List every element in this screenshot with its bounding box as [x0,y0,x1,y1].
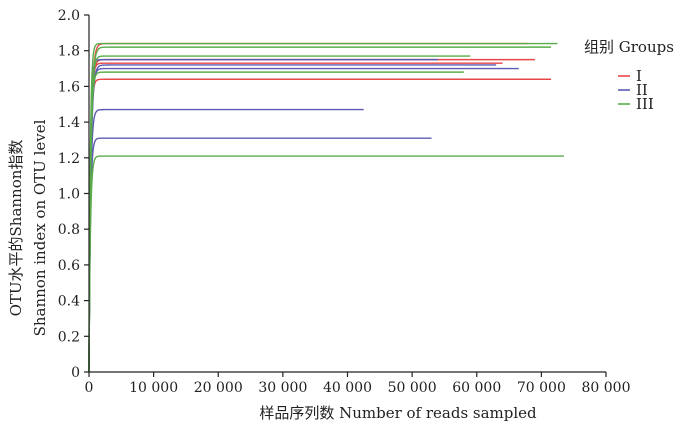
series-line-group-III [88,155,564,373]
y-tick-label: 0.8 [58,222,80,238]
y-axis-title-line2: Shannon index on OTU level [31,119,49,336]
y-tick-label: 0.6 [58,258,80,274]
series-layer [88,42,564,373]
series-line-group-II [88,64,497,372]
y-tick-label: 1.6 [58,79,80,95]
y-tick-label: 2.0 [58,8,80,24]
x-tick-label: 50 000 [388,380,437,396]
x-axis-title: 样品序列数 Number of reads sampled [259,404,537,422]
series-line-group-III [88,42,558,373]
y-tick-label: 1.8 [58,44,80,60]
series-line-group-III [88,46,552,373]
series-line-group-I [88,42,529,372]
y-tick-label: 1.0 [58,187,80,203]
x-tick-label: 70 000 [517,380,566,396]
y-tick-label: 0.2 [58,329,80,345]
x-tick-label: 30 000 [258,380,307,396]
series-line-group-I [88,58,535,372]
x-tick-label: 40 000 [323,380,372,396]
x-tick-label: 20 000 [194,380,243,396]
series-line-group-I [88,78,552,373]
y-tick-label: 1.2 [58,151,80,167]
series-line-group-I [88,62,503,372]
y-tick-label: 0.4 [58,294,80,310]
series-line-group-II [88,137,432,373]
series-line-group-III [88,71,464,372]
series-line-group-III [88,55,471,372]
series-line-group-II [88,108,364,373]
series-line-group-II [88,67,519,372]
x-tick-label: 0 [85,380,94,396]
x-tick-label: 80 000 [582,380,631,396]
x-tick-label: 10 000 [129,380,178,396]
y-tick-label: 0 [71,365,80,381]
ticks-layer: 0 0.2 0.4 0.6 0.8 1.0 1.2 1.4 1.6 1.8 2.0 0 10 000 20… [58,8,631,396]
series-line-group-II [88,58,438,372]
legend-title: 组别 Groups [584,38,674,56]
y-tick-label: 1.4 [58,115,80,131]
legend-label: III [636,95,654,113]
legend-label: I [636,67,642,85]
legend-label: II [636,81,648,99]
y-axis-title-line1: OTU水平的Shannon指数 [7,140,25,317]
x-tick-label: 60 000 [452,380,501,396]
